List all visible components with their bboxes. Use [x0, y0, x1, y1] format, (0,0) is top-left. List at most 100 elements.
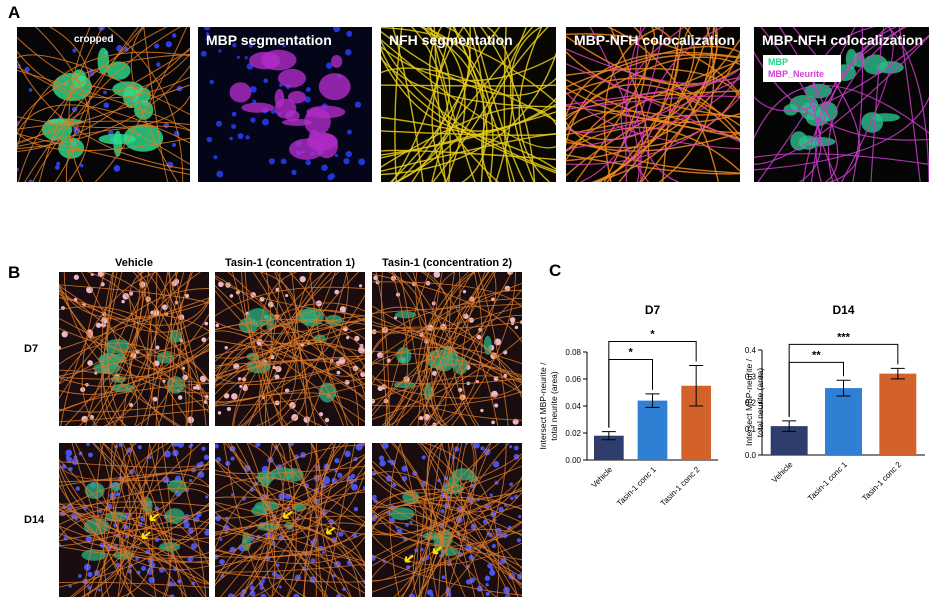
- nucleus: [518, 514, 522, 519]
- nucleus: [421, 455, 426, 460]
- neurite: [440, 443, 507, 597]
- neurite: [381, 84, 556, 87]
- chart-title: D14: [832, 303, 854, 317]
- micrograph: [59, 272, 209, 426]
- neurite: [320, 443, 341, 597]
- nucleus: [89, 414, 95, 420]
- neurite: [445, 443, 477, 597]
- nucleus: [274, 400, 280, 406]
- nucleus: [334, 153, 339, 158]
- cell-blob: [164, 508, 185, 524]
- neurite: [105, 272, 179, 426]
- nucleus: [339, 306, 347, 313]
- neurite: [215, 319, 365, 382]
- neurite: [215, 444, 365, 550]
- neurite: [372, 306, 522, 382]
- y-tick-label: 0.4: [745, 346, 757, 355]
- neurite: [59, 503, 209, 560]
- nucleus: [262, 118, 269, 126]
- neurite: [566, 96, 740, 166]
- neurite: [59, 284, 209, 320]
- cell-blob: [483, 335, 492, 355]
- neurite: [17, 50, 190, 99]
- neurite: [421, 443, 442, 597]
- error-bar: [689, 365, 704, 407]
- micrograph-content: [17, 27, 190, 182]
- micrograph-content: [754, 27, 929, 182]
- neurite: [59, 313, 209, 387]
- nucleus: [485, 591, 490, 596]
- nucleus: [192, 386, 197, 390]
- neurite: [566, 76, 740, 106]
- nucleus: [241, 496, 247, 501]
- column-header: Tasin-1 (concentration 1): [225, 257, 355, 269]
- cell-blob: [229, 82, 252, 103]
- nucleus: [165, 41, 172, 48]
- panel-label: C: [549, 261, 561, 280]
- neurite: [405, 272, 464, 426]
- y-tick-label: 0.1: [745, 425, 757, 434]
- neurite: [431, 27, 465, 182]
- neurite: [426, 27, 466, 182]
- neurite: [381, 27, 556, 104]
- neurite: [870, 27, 885, 182]
- neurite: [215, 502, 365, 562]
- neurite: [317, 443, 347, 597]
- nucleus: [113, 165, 121, 172]
- nucleus: [268, 158, 276, 165]
- row-label: D14: [24, 514, 45, 526]
- neurite: [17, 51, 190, 151]
- nucleus: [68, 584, 72, 588]
- nucleus: [282, 44, 286, 48]
- nucleus: [140, 516, 146, 522]
- neurite: [215, 496, 365, 527]
- neurite: [372, 520, 522, 582]
- neurite: [227, 443, 329, 597]
- neurite: [17, 66, 190, 165]
- neurite: [215, 330, 365, 398]
- micrograph: [198, 27, 372, 182]
- nucleus: [250, 117, 256, 123]
- neurite: [59, 504, 209, 552]
- neurite: [120, 443, 188, 597]
- nucleus: [244, 56, 248, 60]
- nucleus: [227, 593, 235, 597]
- nucleus: [248, 43, 253, 48]
- neurite: [68, 27, 91, 182]
- micrograph-content: [198, 27, 372, 182]
- image-caption: MBP-NFH colocalization: [574, 32, 735, 48]
- column-header: Vehicle: [115, 257, 153, 269]
- neurite: [658, 27, 715, 182]
- neurite: [143, 27, 169, 182]
- neurite: [827, 27, 905, 182]
- nucleus: [172, 443, 179, 447]
- cell-blob: [169, 329, 182, 343]
- micrograph: [566, 27, 740, 182]
- neurite: [239, 272, 272, 426]
- nucleus: [216, 120, 222, 127]
- neurite: [566, 87, 740, 124]
- bar: [637, 400, 668, 460]
- neurite: [147, 272, 178, 426]
- image-caption: cropped: [74, 34, 113, 45]
- micrograph: [215, 443, 365, 597]
- neurite: [395, 27, 478, 182]
- neurite: [269, 272, 348, 426]
- nucleus: [205, 495, 209, 499]
- neurite: [461, 272, 486, 426]
- nucleus: [321, 164, 328, 171]
- nucleus: [17, 167, 20, 172]
- neurite: [566, 63, 740, 143]
- neurite: [59, 512, 209, 585]
- nucleus: [54, 165, 60, 170]
- cell-blob: [260, 49, 297, 71]
- nucleus: [231, 111, 237, 117]
- cell-blob: [389, 507, 415, 521]
- micrograph-content: [381, 27, 556, 182]
- neurite: [372, 377, 522, 385]
- cell-blob: [277, 68, 307, 88]
- nucleus: [205, 36, 210, 41]
- y-axis-label: Intersect MBP-neurite /: [744, 358, 754, 446]
- nucleus: [28, 179, 33, 182]
- arrow: [432, 546, 442, 555]
